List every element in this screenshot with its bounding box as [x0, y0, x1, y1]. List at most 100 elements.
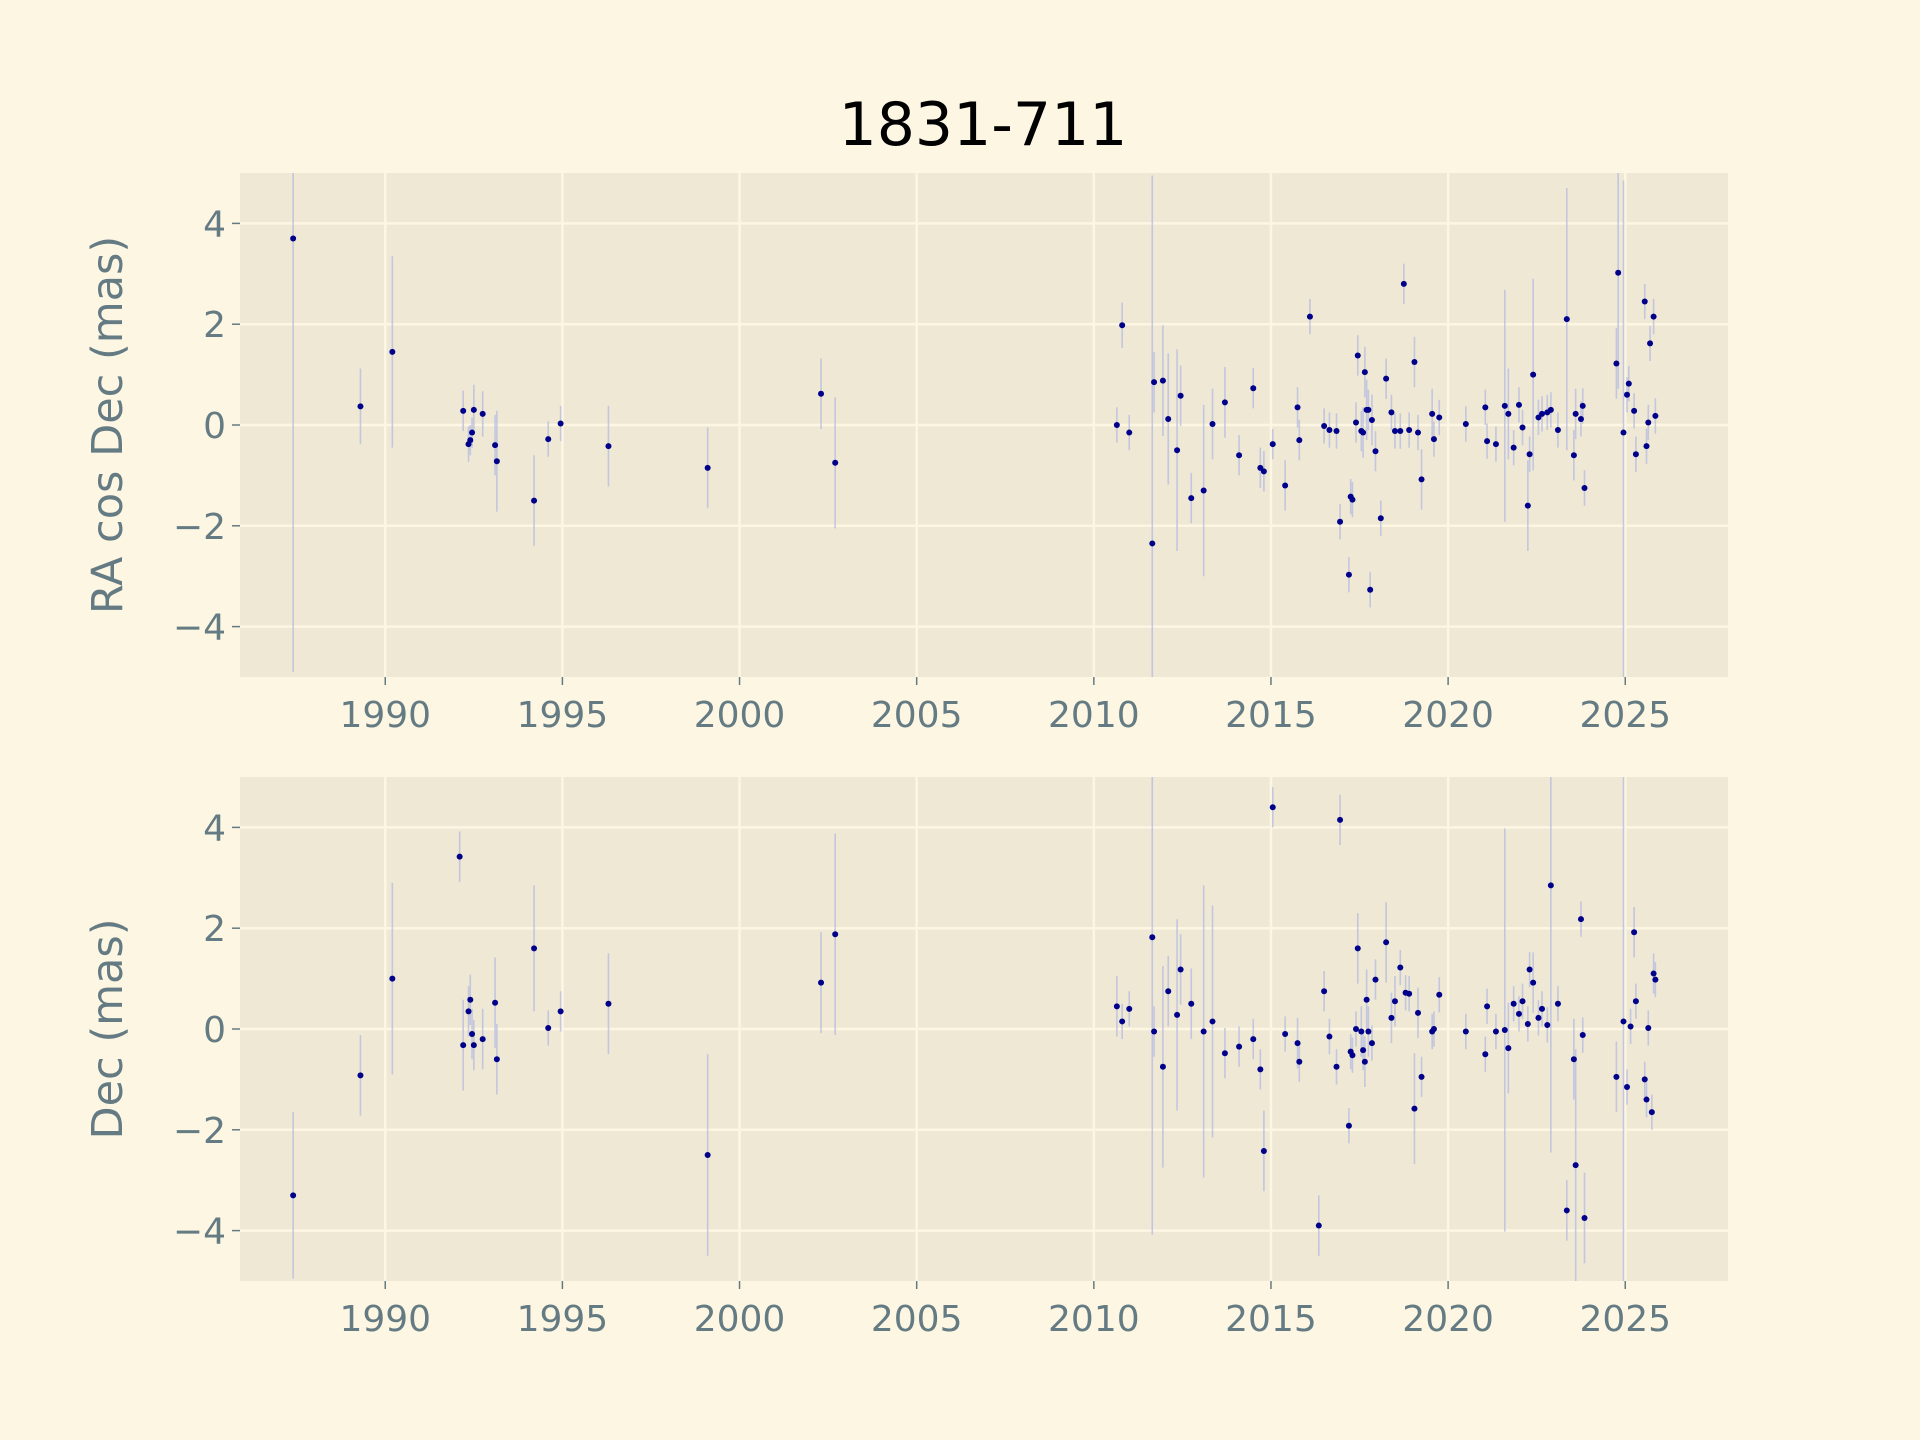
data-point [1436, 991, 1443, 998]
data-point [1333, 428, 1340, 435]
data-point [1282, 1031, 1289, 1038]
x-tick-label: 2020 [1402, 695, 1494, 736]
x-tick-label: 1990 [339, 1299, 431, 1340]
y-tick-label: 0 [203, 1010, 226, 1051]
data-point [493, 458, 500, 465]
y-tick-label: −2 [173, 507, 226, 548]
data-point [1526, 451, 1533, 458]
data-point [1524, 1020, 1531, 1027]
y-tick-label: −4 [173, 1212, 226, 1253]
data-point [1236, 1043, 1243, 1050]
data-point [1397, 964, 1404, 971]
data-point [1415, 429, 1421, 436]
data-point [492, 442, 499, 449]
y-tick-label: 2 [203, 305, 226, 346]
data-point [1501, 402, 1508, 409]
data-point [1615, 269, 1622, 276]
data-point [1492, 1028, 1499, 1035]
data-point [1643, 443, 1650, 450]
x-tick-label: 2015 [1225, 695, 1317, 736]
data-point [1415, 1009, 1421, 1016]
data-point [1391, 428, 1398, 435]
data-point [1260, 468, 1267, 475]
data-point [465, 1008, 472, 1015]
data-point [704, 464, 711, 471]
data-point [1430, 1026, 1437, 1032]
data-point [557, 1008, 564, 1015]
data-point [470, 1042, 477, 1049]
data-point [1358, 1028, 1365, 1035]
data-point [545, 1024, 552, 1031]
data-point [1368, 416, 1375, 423]
data-point [704, 1152, 711, 1158]
x-tick-label: 2005 [871, 695, 963, 736]
data-point [1188, 1000, 1195, 1007]
data-point [1165, 415, 1172, 422]
x-tick-label: 2020 [1402, 1299, 1494, 1340]
data-point [1126, 429, 1133, 436]
data-point [1159, 377, 1166, 384]
data-point [1345, 1122, 1352, 1129]
data-point [1321, 423, 1328, 430]
data-point [1429, 410, 1436, 417]
data-point [1436, 414, 1443, 421]
y-tick-label: −4 [173, 608, 226, 649]
data-point [290, 1192, 297, 1199]
data-point [1321, 988, 1328, 995]
data-point [1572, 410, 1579, 417]
data-point [1250, 1036, 1257, 1043]
data-point [1652, 976, 1659, 983]
data-point [1174, 447, 1181, 454]
data-point [1510, 444, 1517, 451]
data-point [1482, 404, 1489, 411]
y-tick-label: 0 [203, 406, 226, 447]
data-point [1554, 427, 1561, 434]
data-point [1200, 1028, 1207, 1035]
data-point [1547, 406, 1554, 413]
data-point [479, 1036, 486, 1043]
data-point [1209, 1018, 1216, 1025]
data-point [1613, 360, 1620, 367]
data-point [467, 996, 474, 1003]
data-point [1526, 966, 1533, 973]
data-point [357, 1072, 364, 1079]
data-point [470, 406, 477, 413]
data-point [531, 945, 538, 952]
data-point [1296, 437, 1303, 444]
data-point [1363, 996, 1370, 1003]
data-point [1406, 427, 1413, 434]
data-point [1360, 1047, 1367, 1054]
data-point [1257, 1066, 1264, 1073]
data-point [1625, 380, 1632, 387]
data-point [1620, 429, 1627, 436]
data-point [1372, 976, 1379, 983]
data-point [1361, 369, 1368, 376]
y-axis-label: RA cos Dec (mas) [83, 236, 133, 614]
data-point [1353, 1026, 1359, 1032]
x-tick-label: 2015 [1225, 1299, 1317, 1340]
data-point [469, 429, 476, 436]
data-point [1641, 298, 1648, 305]
y-tick-label: 4 [203, 204, 226, 245]
panel-ra-cos-dec: 1990 1995 2000 2005 2010 2015 2020 2025 4 2 0 −2 −4 R… [83, 173, 1728, 736]
data-point [1632, 451, 1639, 458]
data-point [492, 999, 499, 1006]
data-point [1126, 1005, 1133, 1012]
data-point [1119, 1018, 1126, 1025]
data-point [479, 410, 486, 417]
data-point [1505, 410, 1512, 417]
data-point [1333, 1063, 1340, 1070]
data-point [1177, 392, 1184, 399]
x-tick-label: 1990 [339, 695, 431, 736]
data-point [1236, 452, 1243, 459]
data-point [1361, 1058, 1368, 1065]
data-point [1484, 1003, 1491, 1010]
data-point [460, 407, 467, 414]
data-point [1462, 420, 1469, 427]
data-point [1365, 1028, 1372, 1035]
data-point [1315, 1222, 1322, 1229]
data-point [1269, 441, 1276, 448]
data-point [1627, 1023, 1634, 1030]
x-tick-label: 2010 [1048, 1299, 1140, 1340]
data-point [1535, 1014, 1542, 1021]
